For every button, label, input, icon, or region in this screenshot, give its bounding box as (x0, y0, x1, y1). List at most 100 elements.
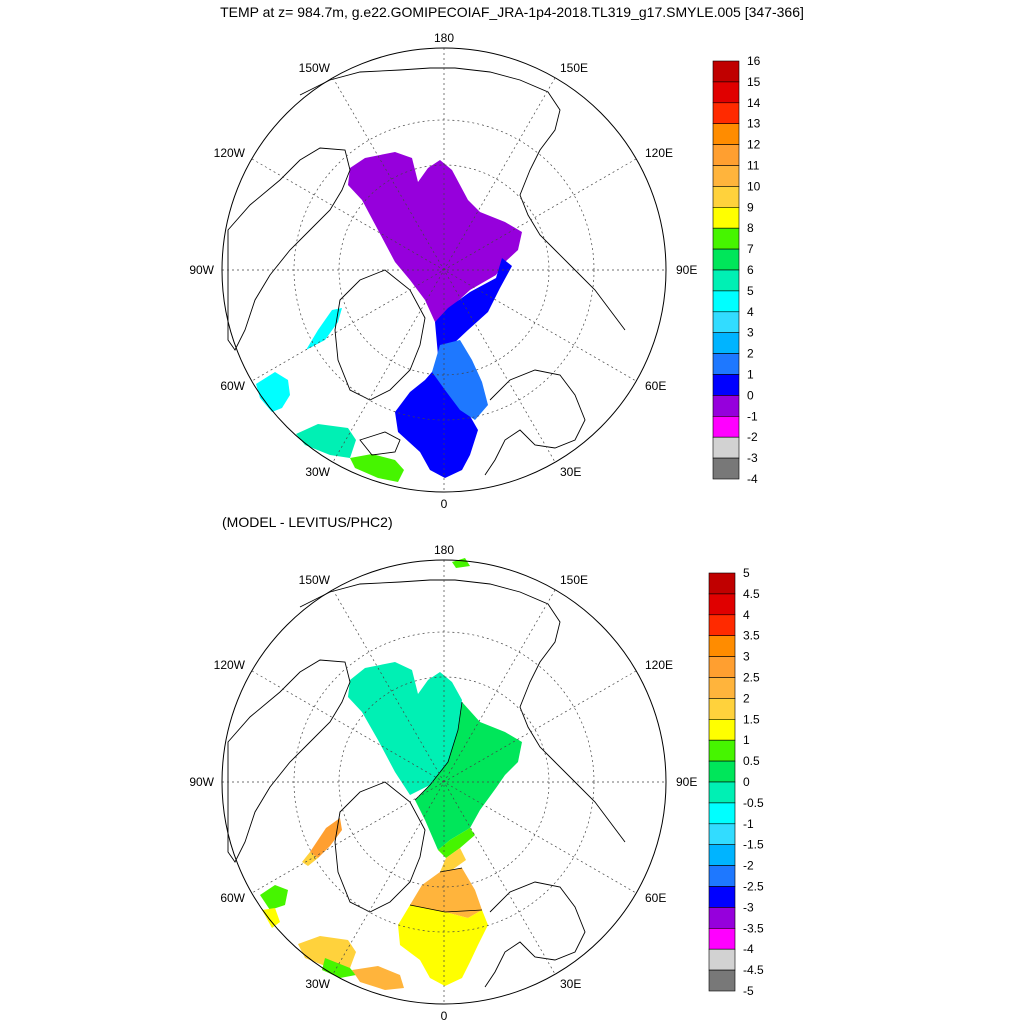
colorbar-tick-label: -0.5 (743, 796, 764, 810)
colorbar-swatch (712, 415, 740, 438)
lon-label-60w-b: 60W (220, 891, 245, 905)
colorbar-swatch (712, 81, 740, 104)
colorbar-tick-label: -1 (743, 817, 754, 831)
colorbar-tick-label: -2.5 (743, 880, 764, 894)
coastline-scandinavia (484, 369, 586, 476)
coastline-canada (227, 147, 351, 351)
colorbar-tick-label: -3 (747, 451, 758, 465)
colorbar-tick-label: -5 (743, 984, 754, 998)
colorbar-swatch (712, 186, 740, 208)
colorbar-tick-label: 6 (747, 263, 754, 277)
colorbar-tick-label: -1 (747, 409, 758, 423)
field-region-yellow-strip (440, 848, 466, 872)
field-region-green (415, 702, 522, 850)
field-region-purple (348, 152, 522, 322)
lon-label-90w-b: 90W (189, 775, 214, 789)
field-region-orange (410, 868, 482, 918)
colorbar-swatch (708, 677, 736, 699)
field-region-yellow-nw (302, 852, 318, 866)
colorbar-tick-label: 1.5 (743, 712, 760, 726)
colorbar-swatch (708, 718, 736, 741)
field-region-orange-nw (310, 818, 342, 858)
colorbar-tick-label: 4.5 (743, 587, 760, 601)
lon-label-30e-b: 30E (560, 977, 581, 991)
colorbar-tick-label: -4 (747, 472, 758, 486)
colorbar-swatch (708, 656, 736, 678)
colorbar-tick-label: 13 (747, 117, 761, 131)
colorbar-swatch (712, 165, 740, 187)
colorbar-tick-label: 7 (747, 242, 754, 256)
coastline-scandinavia-b (484, 881, 586, 988)
polar-map-top (221, 47, 667, 493)
lon-label-60e-b: 60E (645, 891, 666, 905)
colorbar-tick-label: 8 (747, 221, 754, 235)
colorbar-swatch (712, 332, 740, 354)
colorbar-tick-label: -3.5 (743, 921, 764, 935)
colorbar-swatch (712, 457, 740, 480)
colorbar-swatch (708, 760, 736, 783)
field-region-yellow-w (262, 908, 280, 928)
colorbar-swatch (708, 635, 736, 657)
colorbar-tick-label: 3 (747, 326, 754, 340)
colorbar-tick-label: 5 (743, 566, 750, 580)
coastline-alaska-siberia (299, 67, 626, 331)
colorbar-tick-label: 3 (743, 650, 750, 664)
coastline-greenland-b (334, 781, 426, 913)
lon-label-90e-b: 90E (676, 775, 697, 789)
colorbar-swatch (708, 948, 736, 971)
colorbar-swatch (712, 123, 740, 145)
field-region-blue-0 (395, 258, 512, 478)
field-region-cyan-w (256, 372, 290, 412)
colorbar-tick-label: -3 (743, 900, 754, 914)
colorbar-tick-label: -2 (743, 859, 754, 873)
colorbar-swatch (712, 311, 740, 333)
colorbar-swatch (708, 698, 736, 720)
field-region-aqua (348, 662, 462, 795)
lon-label-30w-b: 30W (305, 977, 330, 991)
field-region-orange-sw (352, 966, 404, 990)
colorbar-swatch (712, 353, 740, 375)
colorbar-swatch (708, 969, 736, 992)
colorbar-swatch (708, 907, 736, 929)
temperature-field-top (256, 152, 522, 482)
colorbar-tick-label: -4 (743, 942, 754, 956)
colorbar-swatch (708, 865, 736, 887)
lon-labels-bottom: 180 0 90W 90E 150W 150E 120W 120E 60W 60… (189, 543, 697, 1023)
colorbar-tick-label: 15 (747, 75, 761, 89)
map-boundary-top (221, 47, 667, 493)
field-region-lime-strip (438, 828, 475, 858)
colorbar-swatch (712, 60, 740, 83)
colorbar-tick-label: 0.5 (743, 754, 760, 768)
lon-label-120w-b: 120W (214, 658, 246, 672)
field-region-lime-w (260, 885, 288, 910)
contour-zero (414, 701, 463, 801)
colorbar-swatch (712, 436, 740, 459)
colorbar-tick-label: 2 (747, 347, 754, 361)
map-panel-top: 180 0 90W 90E 150W 150E 120W 120E 60W 60… (189, 31, 760, 511)
field-region-cyan-sw (296, 424, 356, 458)
colorbar-swatch (712, 102, 740, 125)
colorbar-tick-label: 10 (747, 179, 761, 193)
field-region-yellow (398, 905, 488, 986)
polar-map-bottom (221, 558, 667, 1005)
lon-label-120e: 120E (645, 146, 673, 160)
colorbar-bottom: 5 4.5 4 3.5 3 2.5 2 1.5 1 0.5 0 -0.5 -1 -1.5 -2 -2.5 -3 -… (708, 566, 764, 998)
colorbar-swatch (708, 844, 736, 866)
field-region-mix-sw (298, 936, 356, 968)
colorbar-swatch (712, 290, 740, 313)
colorbar-tick-label: 4 (743, 608, 750, 622)
field-region-green-sw (350, 454, 404, 482)
coastline-greenland (334, 269, 426, 401)
lon-label-180: 180 (434, 31, 454, 45)
colorbar-swatch (712, 144, 740, 166)
lon-label-90w: 90W (189, 263, 214, 277)
colorbar-tick-label: 0 (743, 775, 750, 789)
coastline-canada-b (227, 659, 351, 863)
lon-label-120w: 120W (214, 146, 246, 160)
lon-label-60w: 60W (220, 379, 245, 393)
lon-labels-top: 180 0 90W 90E 150W 150E 120W 120E 60W 60… (189, 31, 697, 511)
coastlines-top (227, 67, 626, 476)
colorbar-swatch (708, 781, 736, 804)
